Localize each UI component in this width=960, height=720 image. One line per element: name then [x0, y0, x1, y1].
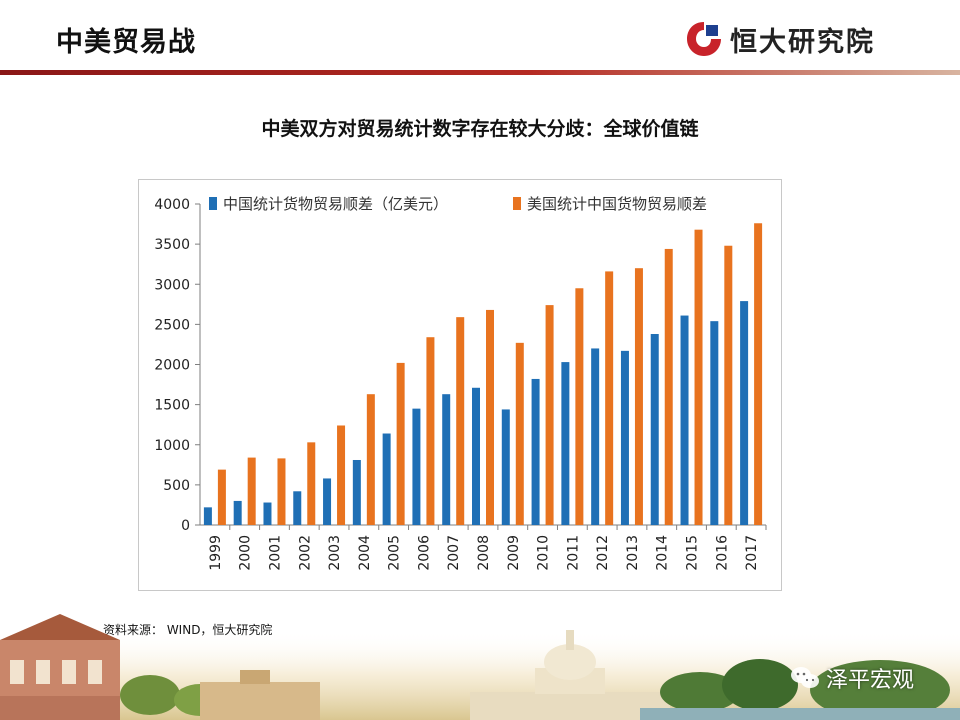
x-tick-label: 2015	[685, 535, 701, 571]
y-tick-label: 0	[181, 518, 190, 534]
x-tick-label: 2017	[744, 535, 760, 571]
slide-title: 中美贸易战	[56, 27, 196, 58]
x-tick-label: 2011	[565, 535, 581, 571]
brand-name: 恒大研究院	[730, 26, 875, 58]
y-tick-label: 1500	[154, 398, 190, 414]
bar-china-2013	[620, 350, 629, 525]
legend-swatch	[209, 197, 217, 210]
bar-us-2001	[277, 458, 286, 525]
bar-china-2007	[442, 394, 451, 525]
bar-china-2011	[561, 362, 570, 525]
bar-us-2000	[247, 457, 256, 525]
y-tick-label: 1000	[154, 438, 190, 454]
header-rule	[0, 70, 960, 75]
chart-axes: 0 500 1000 1500 2000 2500 3000 3500 4000	[154, 197, 767, 534]
bar-us-2012	[605, 271, 614, 525]
bar-us-2013	[634, 268, 643, 525]
x-tick-label: 2012	[595, 535, 611, 571]
wechat-icon	[791, 667, 819, 688]
bar-china-2008	[472, 387, 480, 525]
bar-china-1999	[203, 507, 212, 525]
y-tick-label: 500	[163, 478, 190, 494]
chart-frame: 中国统计货物贸易顺差（亿美元） 美国统计中国货物贸易顺差 0 500 1000 1500…	[138, 179, 782, 591]
bar-china-2009	[501, 409, 510, 525]
legend-label: 美国统计中国货物贸易顺差	[527, 195, 707, 213]
x-tick-label: 2002	[297, 535, 313, 571]
x-tick-label: 2005	[387, 535, 403, 571]
bar-us-2015	[694, 229, 703, 525]
watermark-text: 泽平宏观	[826, 668, 915, 693]
bar-us-2017	[754, 223, 763, 525]
legend-label: 中国统计货物贸易顺差（亿美元）	[223, 195, 448, 213]
y-tick-label: 2500	[154, 317, 190, 333]
x-tick-label: 2014	[655, 535, 671, 571]
x-tick-label: 2008	[476, 535, 492, 571]
bar-us-2004	[366, 394, 375, 525]
y-tick-label: 3500	[154, 237, 190, 253]
bar-china-2002	[293, 491, 302, 525]
bar-china-2017	[740, 301, 749, 525]
bar-china-2016	[710, 321, 719, 525]
bar-us-2003	[337, 425, 346, 525]
watermark: 泽平宏观	[790, 660, 914, 696]
bar-us-2014	[664, 248, 673, 525]
bar-us-2010	[545, 305, 554, 525]
bar-us-2011	[575, 288, 584, 525]
chart-title: 中美双方对贸易统计数字存在较大分歧：全球价值链	[261, 118, 699, 140]
y-tick-label: 2000	[154, 358, 190, 374]
bar-china-2001	[263, 502, 272, 525]
bar-us-2005	[396, 362, 405, 525]
y-tick-label: 3000	[154, 277, 190, 293]
y-tick-label: 4000	[154, 197, 190, 213]
x-tick-label: 2006	[416, 535, 432, 571]
x-tick-label: 2003	[327, 535, 343, 571]
bar-us-2016	[724, 245, 733, 525]
bar-china-2004	[352, 459, 361, 525]
x-tick-labels: 1999 2000 2001 2002 2003 2004 2005 2006 2007 2008…	[208, 535, 760, 571]
bar-china-2000	[233, 500, 242, 525]
bar-us-1999	[217, 469, 226, 525]
chart-legend: 中国统计货物贸易顺差（亿美元） 美国统计中国货物贸易顺差	[209, 195, 707, 213]
bar-china-2014	[650, 334, 659, 525]
bar-china-2003	[323, 478, 332, 525]
x-tick-label: 2016	[714, 535, 730, 571]
bar-china-2015	[680, 315, 689, 525]
x-tick-label: 2013	[625, 535, 641, 571]
x-tick-label: 2010	[536, 535, 552, 571]
x-tick-label: 2009	[506, 535, 522, 571]
bar-us-2002	[307, 442, 316, 525]
bar-china-2005	[382, 433, 391, 525]
brand-emblem-icon	[687, 22, 721, 56]
bar-china-2010	[531, 378, 540, 525]
chart-bars	[203, 223, 763, 525]
bar-us-2007	[456, 317, 465, 525]
x-tick-label: 2000	[238, 535, 254, 571]
bar-chart: 中国统计货物贸易顺差（亿美元） 美国统计中国货物贸易顺差 0 500 1000 1500…	[154, 195, 767, 571]
bar-us-2009	[515, 342, 524, 525]
bar-china-2006	[412, 408, 421, 525]
bar-china-2012	[591, 348, 600, 525]
x-tick-label: 2001	[267, 535, 283, 571]
brand-logo: 恒大研究院	[684, 16, 875, 62]
bar-us-2006	[426, 337, 435, 525]
x-tick-label: 2007	[446, 535, 462, 571]
legend-swatch	[513, 197, 521, 210]
x-tick-label: 2004	[357, 535, 373, 571]
bar-us-2008	[486, 309, 494, 525]
x-tick-label: 1999	[208, 535, 224, 571]
